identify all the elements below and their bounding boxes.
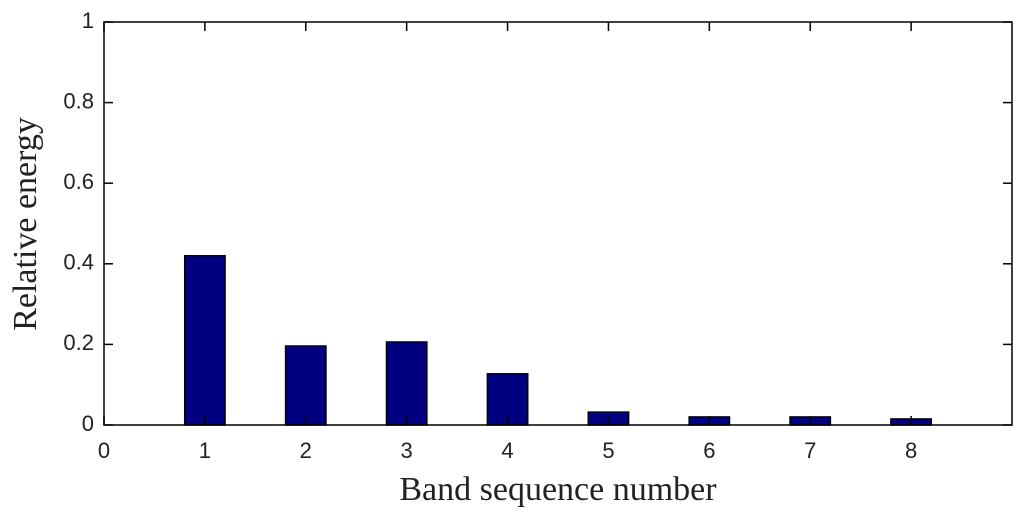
x-tick-label: 7: [804, 438, 816, 463]
bar: [284, 345, 327, 426]
bar: [183, 254, 226, 426]
y-tick-label: 0.2: [63, 330, 94, 355]
y-tick-label: 0.8: [63, 88, 94, 113]
plot-frame: [103, 21, 1013, 426]
bar: [385, 341, 428, 426]
y-tick-label: 1: [82, 8, 94, 33]
x-tick-label: 0: [98, 438, 110, 463]
x-tick-label: 8: [905, 438, 917, 463]
y-tick-label: 0: [82, 411, 94, 436]
x-tick-label: 4: [501, 438, 513, 463]
y-tick-label: 0.4: [63, 250, 94, 275]
x-tick-label: 2: [300, 438, 312, 463]
x-tick-label: 1: [199, 438, 211, 463]
x-tick-label: 3: [401, 438, 413, 463]
x-tick-label: 5: [602, 438, 614, 463]
x-axis-label: Band sequence number: [399, 471, 717, 508]
x-tick-label: 6: [703, 438, 715, 463]
y-axis-label: Relative energy: [7, 117, 44, 331]
y-tick-label: 0.6: [63, 169, 94, 194]
